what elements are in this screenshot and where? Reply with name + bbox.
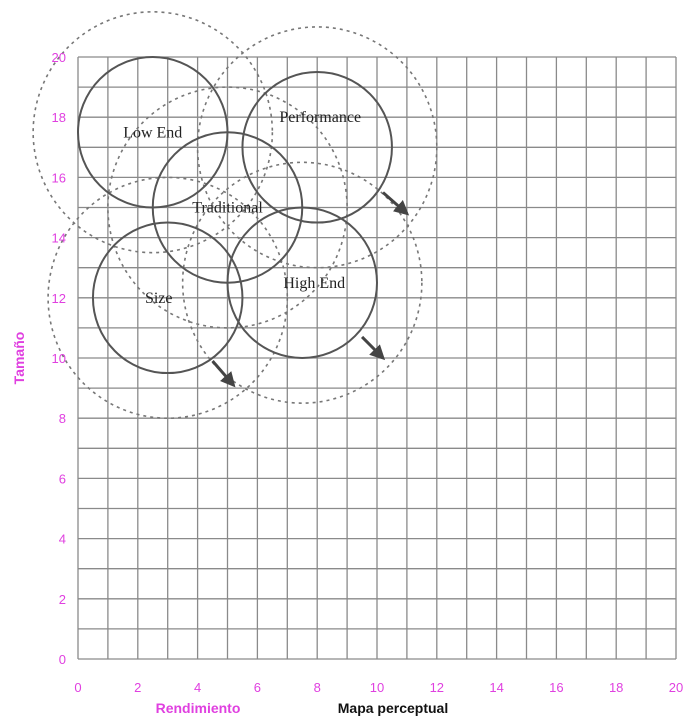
segment-labels: Low End Performance Traditional Size High En… — [123, 109, 361, 307]
x-tick-label: 6 — [254, 680, 261, 695]
x-tick-labels: 0 2 4 6 8 10 12 14 16 18 20 — [74, 680, 683, 695]
y-tick-label: 4 — [59, 532, 66, 547]
segment-label: Traditional — [192, 200, 263, 217]
segment-label: Performance — [279, 109, 361, 126]
y-tick-label: 8 — [59, 411, 66, 426]
y-tick-labels: 0 2 4 6 8 10 12 14 16 18 20 — [52, 50, 66, 667]
x-tick-label: 8 — [314, 680, 321, 695]
x-tick-label: 14 — [489, 680, 503, 695]
y-axis-label: Tamaño — [11, 332, 27, 385]
fine-cut-circle — [226, 206, 378, 359]
segment-label: Size — [145, 290, 173, 307]
x-tick-label: 10 — [370, 680, 384, 695]
segment-label: High End — [283, 275, 345, 292]
x-tick-label: 18 — [609, 680, 623, 695]
x-tick-label: 0 — [74, 680, 81, 695]
y-tick-label: 20 — [52, 50, 66, 65]
y-tick-label: 2 — [59, 592, 66, 607]
fine-cut-circle — [91, 221, 244, 375]
rough-cut-circle — [107, 86, 348, 329]
rough-cut-circle — [181, 161, 423, 404]
y-tick-label: 12 — [52, 291, 66, 306]
fine-cut-circle — [241, 71, 393, 224]
x-tick-label: 20 — [669, 680, 683, 695]
drift-arrows — [211, 191, 410, 388]
rough-cut-circle — [32, 11, 274, 254]
drift-arrow — [211, 360, 236, 388]
y-tick-label: 18 — [52, 110, 66, 125]
x-tick-label: 16 — [549, 680, 563, 695]
grid — [77, 56, 677, 660]
y-tick-label: 14 — [52, 231, 66, 246]
fine-cut-circles — [77, 56, 393, 375]
drift-arrow — [381, 191, 410, 216]
chart-title: Mapa perceptual — [338, 700, 448, 716]
y-tick-label: 10 — [52, 351, 66, 366]
x-tick-label: 4 — [194, 680, 201, 695]
x-tick-label: 2 — [134, 680, 141, 695]
drift-arrow — [360, 335, 386, 361]
y-tick-label: 6 — [59, 471, 66, 486]
y-tick-label: 16 — [52, 170, 66, 185]
segment-label: Low End — [123, 124, 182, 141]
y-tick-label: 0 — [59, 652, 66, 667]
rough-cut-circle — [47, 176, 289, 419]
x-axis-label: Rendimiento — [156, 700, 241, 716]
x-tick-label: 12 — [430, 680, 444, 695]
rough-cut-circles — [32, 11, 438, 419]
